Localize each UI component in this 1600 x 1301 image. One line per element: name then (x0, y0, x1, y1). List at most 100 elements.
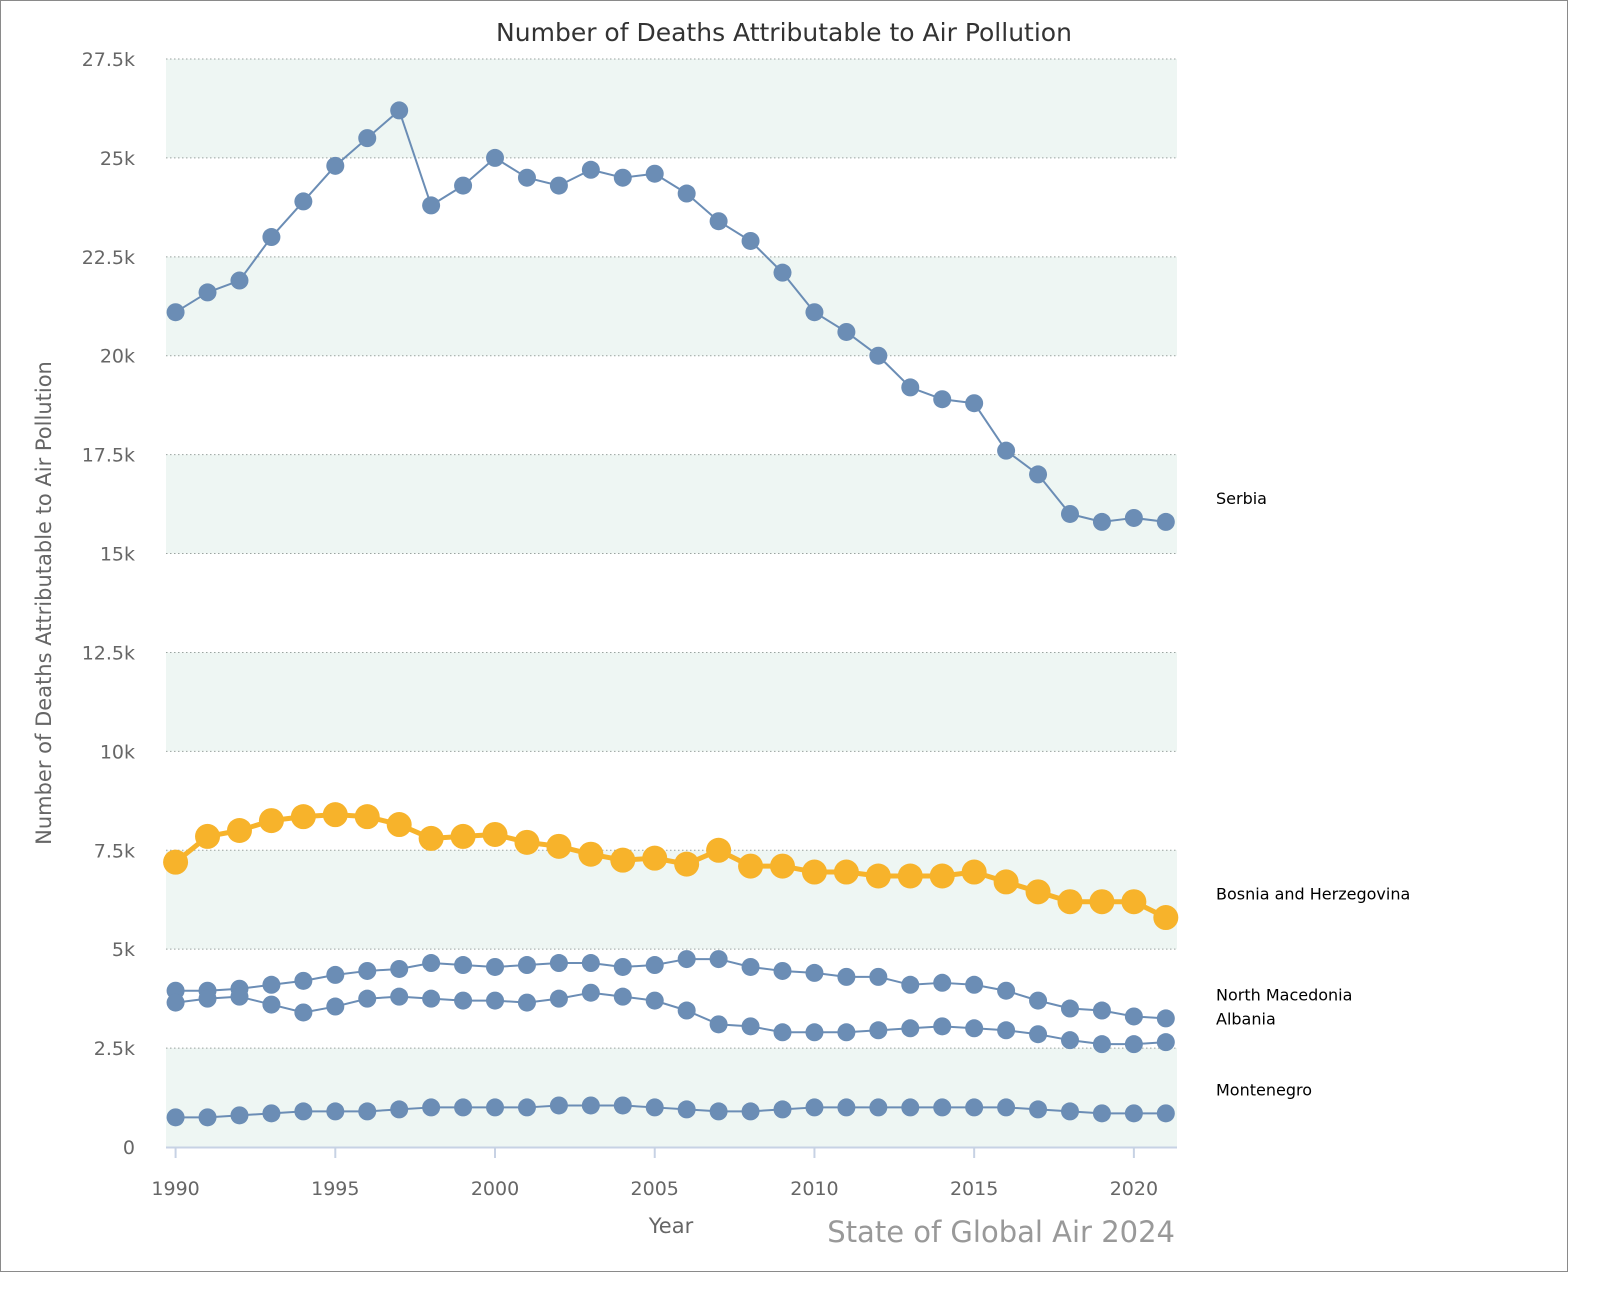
data-point[interactable] (645, 991, 664, 1010)
data-point[interactable] (1092, 1001, 1111, 1020)
data-point[interactable] (773, 263, 792, 282)
data-point[interactable] (869, 967, 888, 986)
data-point[interactable] (322, 802, 348, 828)
data-point[interactable] (1060, 999, 1079, 1018)
data-point[interactable] (1121, 889, 1147, 915)
data-point[interactable] (741, 231, 760, 250)
data-point[interactable] (581, 1096, 600, 1115)
data-point[interactable] (1124, 1007, 1143, 1026)
data-point[interactable] (897, 863, 923, 889)
data-point[interactable] (965, 975, 984, 994)
data-point[interactable] (549, 176, 568, 195)
data-point[interactable] (933, 973, 952, 992)
data-point[interactable] (837, 967, 856, 986)
data-point[interactable] (965, 1019, 984, 1038)
data-point[interactable] (486, 1098, 505, 1117)
data-point[interactable] (230, 1106, 249, 1125)
data-point[interactable] (482, 821, 508, 847)
data-point[interactable] (805, 303, 824, 322)
data-point[interactable] (738, 853, 764, 879)
data-point[interactable] (805, 1023, 824, 1042)
data-point[interactable] (613, 987, 632, 1006)
data-point[interactable] (226, 817, 252, 843)
data-point[interactable] (869, 1021, 888, 1040)
data-point[interactable] (677, 950, 696, 969)
data-point[interactable] (386, 812, 412, 838)
data-point[interactable] (865, 863, 891, 889)
data-point[interactable] (929, 863, 955, 889)
data-point[interactable] (1124, 508, 1143, 527)
data-point[interactable] (933, 390, 952, 409)
data-point[interactable] (581, 983, 600, 1002)
data-point[interactable] (869, 346, 888, 365)
data-point[interactable] (961, 859, 987, 885)
data-point[interactable] (358, 961, 377, 980)
data-point[interactable] (997, 1098, 1016, 1117)
data-point[interactable] (837, 1023, 856, 1042)
data-point[interactable] (801, 859, 827, 885)
data-point[interactable] (837, 322, 856, 341)
data-point[interactable] (869, 1098, 888, 1117)
data-point[interactable] (613, 168, 632, 187)
data-point[interactable] (773, 1100, 792, 1119)
data-point[interactable] (517, 168, 536, 187)
data-point[interactable] (1156, 1033, 1175, 1052)
data-point[interactable] (709, 212, 728, 231)
data-point[interactable] (454, 956, 473, 975)
data-point[interactable] (578, 841, 604, 867)
data-point[interactable] (1156, 1009, 1175, 1028)
data-point[interactable] (1156, 1104, 1175, 1123)
data-point[interactable] (450, 823, 476, 849)
data-point[interactable] (709, 950, 728, 969)
data-point[interactable] (454, 176, 473, 195)
data-point[interactable] (422, 196, 441, 215)
data-point[interactable] (198, 283, 217, 302)
data-point[interactable] (358, 989, 377, 1008)
data-point[interactable] (773, 961, 792, 980)
data-point[interactable] (833, 859, 859, 885)
data-point[interactable] (1029, 1025, 1048, 1044)
data-point[interactable] (610, 847, 636, 873)
data-point[interactable] (486, 148, 505, 167)
data-point[interactable] (706, 837, 732, 863)
data-point[interactable] (514, 829, 540, 855)
data-point[interactable] (773, 1023, 792, 1042)
data-point[interactable] (1089, 889, 1115, 915)
data-point[interactable] (805, 963, 824, 982)
data-point[interactable] (993, 869, 1019, 895)
data-point[interactable] (166, 303, 185, 322)
data-point[interactable] (677, 1001, 696, 1020)
data-point[interactable] (1060, 1031, 1079, 1050)
data-point[interactable] (997, 1021, 1016, 1040)
data-point[interactable] (326, 965, 345, 984)
data-point[interactable] (1060, 1102, 1079, 1121)
data-point[interactable] (546, 833, 572, 859)
data-point[interactable] (1029, 465, 1048, 484)
data-point[interactable] (613, 1096, 632, 1115)
data-point[interactable] (1060, 504, 1079, 523)
data-point[interactable] (997, 981, 1016, 1000)
data-point[interactable] (294, 1003, 313, 1022)
data-point[interactable] (418, 825, 444, 851)
data-point[interactable] (965, 1098, 984, 1117)
data-point[interactable] (1153, 905, 1179, 931)
data-point[interactable] (674, 851, 700, 877)
data-point[interactable] (709, 1015, 728, 1034)
data-point[interactable] (901, 975, 920, 994)
data-point[interactable] (741, 1017, 760, 1036)
data-point[interactable] (965, 394, 984, 413)
data-point[interactable] (163, 849, 189, 875)
data-point[interactable] (294, 1102, 313, 1121)
data-point[interactable] (1124, 1035, 1143, 1054)
data-point[interactable] (422, 954, 441, 973)
data-point[interactable] (517, 956, 536, 975)
data-point[interactable] (198, 1108, 217, 1127)
data-point[interactable] (1029, 991, 1048, 1010)
data-point[interactable] (454, 1098, 473, 1117)
data-point[interactable] (422, 1098, 441, 1117)
data-point[interactable] (1025, 879, 1051, 905)
data-point[interactable] (230, 271, 249, 290)
data-point[interactable] (358, 1102, 377, 1121)
data-point[interactable] (454, 991, 473, 1010)
data-point[interactable] (290, 804, 316, 830)
